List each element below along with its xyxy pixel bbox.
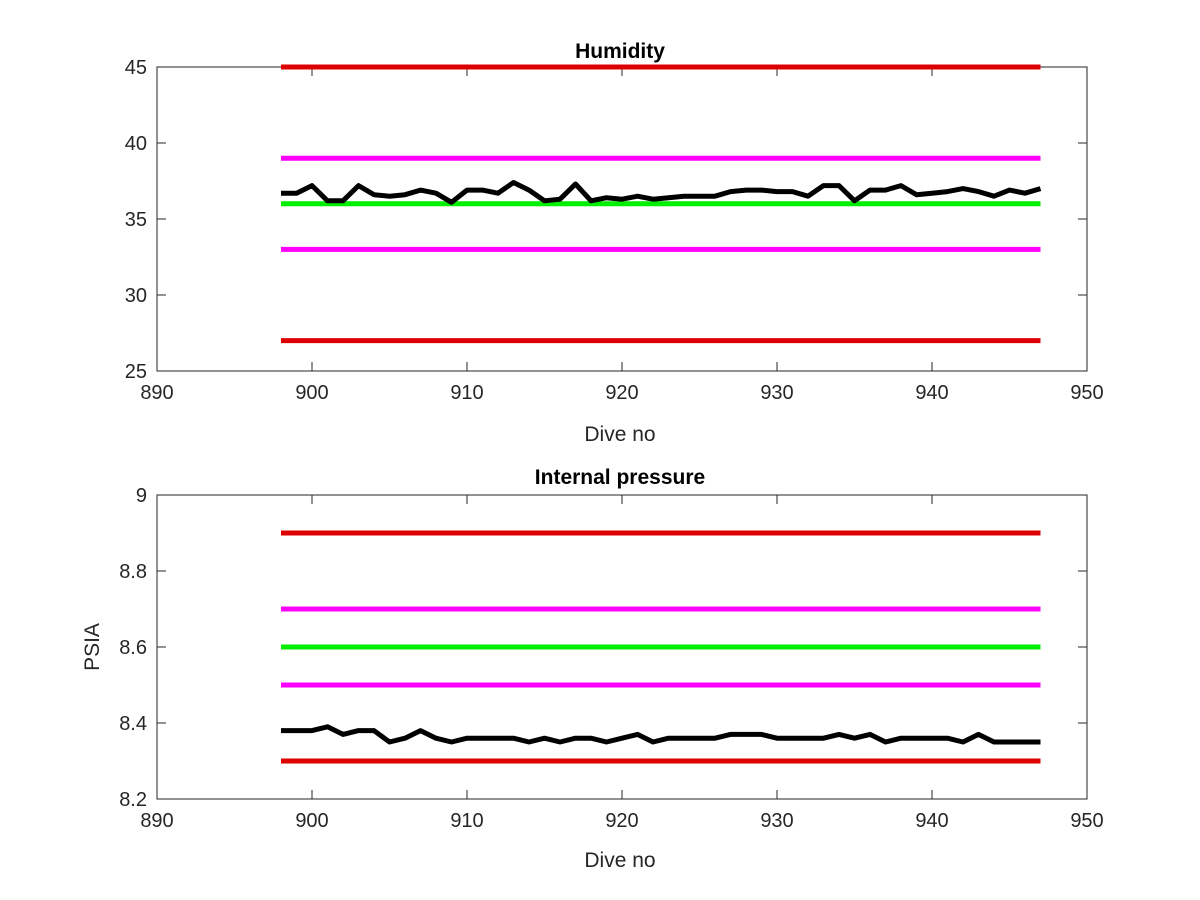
y-tick-label: 40 xyxy=(125,133,147,155)
x-tick-label: 920 xyxy=(605,810,638,832)
plot-area: 890 900 910 920 930 940 950 8.2 8.4 8.6 8.8 9 xyxy=(119,485,1104,832)
chart-humidity: Humidity Dive no 890 900 910 920 930 940 950 25… xyxy=(125,40,1104,446)
x-tick-label: 900 xyxy=(295,810,328,832)
plot-area: 890 900 910 920 930 940 950 25 30 35 40 45 xyxy=(125,57,1104,404)
x-tick-label: 950 xyxy=(1070,382,1103,404)
x-axis-label: Dive no xyxy=(584,849,655,872)
x-tick-label: 910 xyxy=(450,810,483,832)
x-tick-label: 930 xyxy=(760,810,793,832)
x-axis-label: Dive no xyxy=(584,423,655,446)
x-tick-label: 950 xyxy=(1070,810,1103,832)
y-tick-label: 35 xyxy=(125,209,147,231)
x-tick-label: 910 xyxy=(450,382,483,404)
chart-title: Humidity xyxy=(575,40,665,63)
x-tick-label: 890 xyxy=(140,810,173,832)
y-tick-label: 30 xyxy=(125,285,147,307)
chart-internal-pressure: Internal pressure Dive no PSIA 890 900 910… xyxy=(81,466,1104,872)
x-tick-label: 930 xyxy=(760,382,793,404)
y-tick-label: 9 xyxy=(136,485,147,507)
y-tick-label: 45 xyxy=(125,57,147,79)
x-tick-label: 940 xyxy=(915,382,948,404)
measurement-line xyxy=(281,724,1041,745)
x-tick-label: 900 xyxy=(295,382,328,404)
y-tick-label: 8.2 xyxy=(119,789,147,811)
y-axis-label: PSIA xyxy=(81,623,104,671)
x-tick-label: 920 xyxy=(605,382,638,404)
x-tick-label: 940 xyxy=(915,810,948,832)
y-tick-label: 8.4 xyxy=(119,713,147,735)
y-tick-label: 25 xyxy=(125,361,147,383)
y-tick-label: 8.6 xyxy=(119,637,147,659)
axes-box xyxy=(156,66,1088,372)
chart-title: Internal pressure xyxy=(535,466,705,489)
y-tick-label: 8.8 xyxy=(119,561,147,583)
measurement-line xyxy=(281,180,1042,205)
x-tick-label: 890 xyxy=(140,382,173,404)
